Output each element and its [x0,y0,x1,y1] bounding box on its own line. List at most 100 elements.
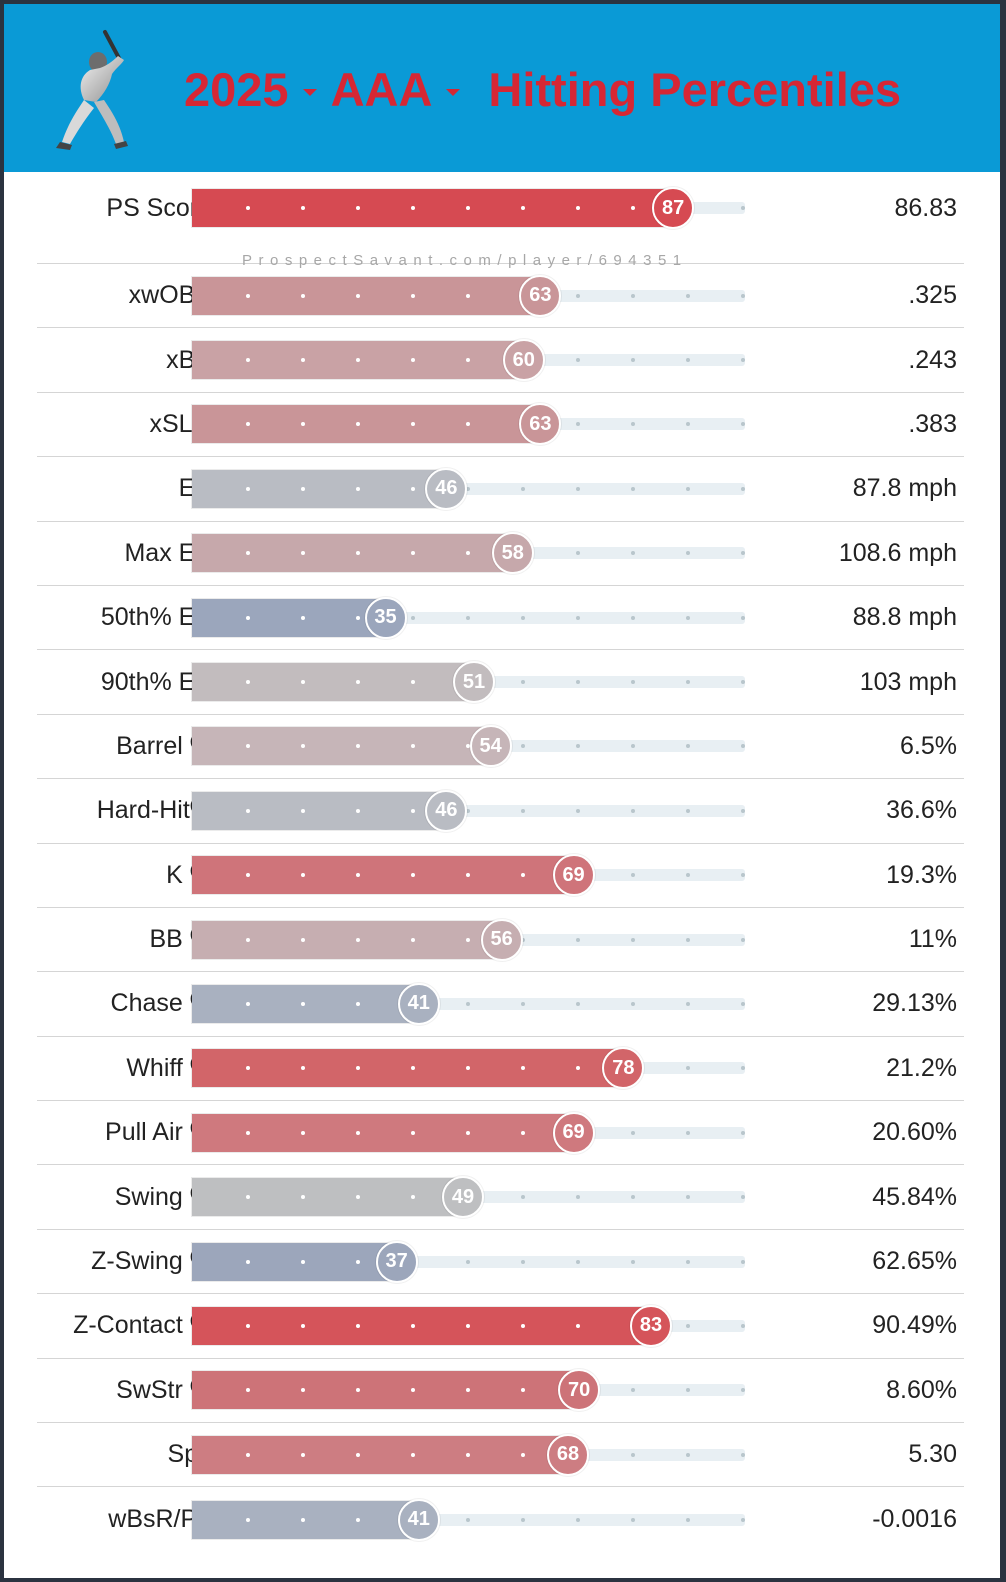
tick-dot [246,551,250,556]
percentile-row: EV4687.8 mph [37,457,964,522]
tick-dot [741,1195,745,1200]
tick-dot [246,1517,250,1522]
percentile-row: Chase % 41 29.13% [37,972,964,1037]
tick-dot [741,1323,745,1328]
year-selector[interactable]: 2025 [184,62,289,116]
stat-value: .325 [908,281,957,310]
tick-dot [301,1130,305,1135]
tick-dot [356,615,360,620]
tick-dot [246,1066,250,1071]
tick-dot [411,486,415,491]
stat-value: 19.3% [886,860,957,889]
tick-dot [631,206,635,210]
tick-dot [741,1130,745,1135]
tick-dot [631,293,635,298]
tick-dot [686,1130,690,1135]
tick-dot [686,1452,690,1457]
title-text: Hitting Percentiles [488,62,902,116]
tick-dot [411,206,415,210]
percentile-row: Z-Contact % 83 90.49% [37,1294,964,1359]
tick-dot [631,422,635,427]
tick-dot [576,293,580,298]
tick-dot [466,1259,470,1264]
tick-dot [356,1323,360,1328]
year-caret-icon[interactable] [302,88,317,96]
tick-dot [466,486,470,491]
percentile-badge: 63 [519,403,562,446]
tick-dot [631,358,635,363]
tick-dot [301,422,305,427]
tick-dot [466,808,470,813]
tick-dot [356,206,360,210]
tick-dot [356,1259,360,1264]
tick-dot [411,1388,415,1393]
tick-dot [631,1388,635,1393]
percentile-badge: 78 [602,1047,645,1090]
tick-dot [356,808,360,813]
tick-dot [576,937,580,942]
tick-dot [466,873,470,878]
tick-dot [466,1001,470,1006]
tick-dot [521,873,525,878]
tick-dot [576,1323,580,1328]
tick-dot [741,293,745,298]
tick-dot [521,1195,525,1200]
tick-dot [301,1066,305,1071]
stat-value: .383 [908,409,957,438]
percentile-bar [192,984,419,1023]
stat-value: 11% [908,925,957,954]
stat-value: 45.84% [872,1182,957,1211]
tick-dot [466,1517,470,1522]
tick-dot [466,1323,470,1328]
percentile-badge: 41 [397,982,440,1025]
tick-dot [521,486,525,491]
stat-value: 87.8 mph [852,474,957,503]
tick-dot [686,1066,690,1071]
stat-value: .243 [908,345,957,374]
tick-dot [741,206,745,210]
percentile-badge: 58 [491,532,534,575]
tick-dot [631,1452,635,1457]
tick-dot [521,808,525,813]
stat-value: 36.6% [886,796,957,825]
percentile-row: Max EV 58 108.6 mph [37,522,964,586]
tick-dot [411,1066,415,1071]
tick-dot [301,680,305,685]
tick-dot [631,873,635,878]
percentile-badge: 83 [629,1304,672,1347]
tick-dot [521,744,525,749]
percentile-bar [192,598,386,637]
stat-value: 86.83 [894,193,957,222]
tick-dot [741,1452,745,1457]
tick-dot [356,1452,360,1457]
tick-dot [411,1452,415,1457]
tick-dot [356,680,360,685]
tick-dot [576,1259,580,1264]
tick-dot [466,1066,470,1071]
tick-dot [521,1130,525,1135]
tick-dot [521,1388,525,1393]
tick-dot [686,1323,690,1328]
percentile-bar [192,920,502,959]
stat-value: 88.8 mph [852,603,957,632]
tick-dot [466,744,470,749]
percentile-badge: 51 [453,661,496,704]
percentile-row: 90th% EV 51 103 mph [37,650,964,715]
level-selector[interactable]: AAA [330,62,433,116]
tick-dot [631,680,635,685]
tick-dot [246,1195,250,1200]
tick-dot [466,1452,470,1457]
tick-dot [686,1259,690,1264]
percentile-row: Barrel % 54 6.5% [37,715,964,780]
stat-label: Z-Contact % [73,1311,212,1340]
tick-dot [576,615,580,620]
percentile-badge: 46 [425,467,468,510]
tick-dot [466,551,470,556]
tick-dot [741,1066,745,1071]
tick-dot [246,873,250,878]
tick-dot [521,206,525,210]
tick-dot [576,551,580,556]
level-caret-icon[interactable] [446,88,461,96]
tick-dot [301,1517,305,1522]
stat-value: -0.0016 [872,1505,957,1534]
